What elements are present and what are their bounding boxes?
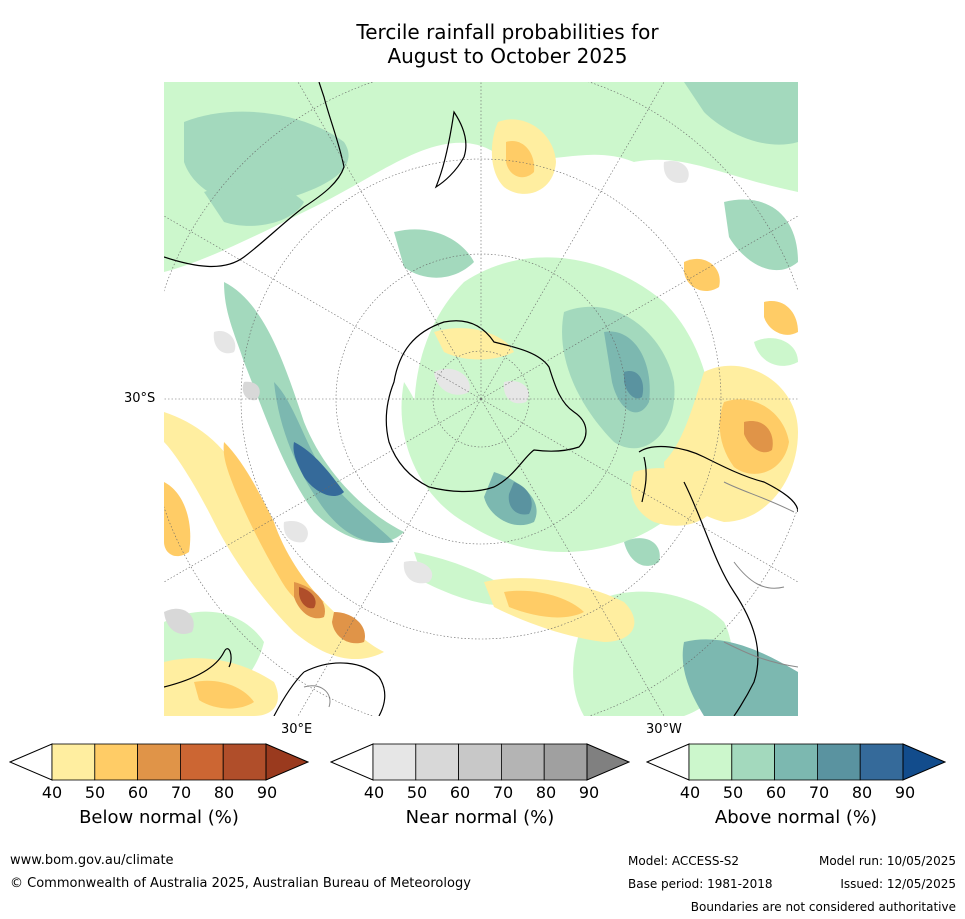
tick-label: 50 [406,783,428,802]
colorbar-min-extension [646,743,690,781]
tick-label: 90 [256,783,278,802]
disclaimer-text: Boundaries are not considered authoritat… [690,900,956,914]
colorbar-segment [458,743,502,781]
colorbar-segment [51,743,96,781]
colorbar-below-normal [9,743,309,781]
model-run-text: Model run: 10/05/2025 [818,854,956,868]
forecast-map [164,82,798,716]
colorbar-segment [222,743,267,781]
colorbar-above-normal [646,743,946,781]
colorbar-max-extension [586,743,630,781]
colorbar-label-near-normal: Near normal (%) [405,807,555,828]
tick-label: 70 [170,783,192,802]
coastlines [164,82,798,716]
tick-label: 40 [363,783,385,802]
tick-label: 80 [535,783,557,802]
copyright-text: © Commonwealth of Australia 2025, Austra… [10,876,471,891]
colorbar-label-below-normal: Below normal (%) [79,807,239,828]
colorbar-segment [179,743,224,781]
colorbar-segment [859,743,904,781]
tick-label: 50 [84,783,106,802]
lon-label-30e: 30°E [281,722,313,737]
colorbar-segment [543,743,588,781]
colorbar-max-extension [265,743,309,781]
tick-label: 60 [765,783,787,802]
tick-label: 80 [851,783,873,802]
tick-label: 90 [578,783,600,802]
map-title: Tercile rainfall probabilities for Augus… [0,20,965,68]
tick-label: 70 [808,783,830,802]
model-text: Model: ACCESS-S2 [628,854,740,868]
near-normal-regions [164,161,689,634]
colorbar-segment [731,743,776,781]
title-line-2: August to October 2025 [387,44,628,68]
below-normal-regions [164,119,798,716]
website-link[interactable]: www.bom.gov.au/climate [10,853,174,868]
tick-label: 60 [449,783,471,802]
tick-label: 90 [894,783,916,802]
base-period-text: Base period: 1981-2018 [628,877,773,891]
title-line-1: Tercile rainfall probabilities for [356,20,659,44]
lat-label-30s: 30°S [124,391,156,406]
tick-label: 40 [679,783,701,802]
colorbar-segment [137,743,181,781]
issued-text: Issued: 12/05/2025 [840,877,956,891]
tick-label: 50 [722,783,744,802]
colorbar-segment [500,743,545,781]
colorbar-near-normal [330,743,630,781]
colorbar-segment [372,743,417,781]
lon-label-30w: 30°W [646,722,682,737]
borders [303,481,798,708]
colorbar-segment [816,743,861,781]
tick-label: 70 [492,783,514,802]
colorbar-min-extension [9,743,53,781]
colorbar-segment [688,743,733,781]
colorbar-label-above-normal: Above normal (%) [714,807,878,828]
colorbar-max-extension [902,743,946,781]
tick-label: 40 [41,783,63,802]
colorbar-min-extension [330,743,374,781]
colorbar-segment [774,743,818,781]
tick-label: 80 [213,783,235,802]
tick-label: 60 [127,783,149,802]
colorbar-segment [94,743,139,781]
graticule [164,82,798,716]
colorbar-segment [415,743,460,781]
